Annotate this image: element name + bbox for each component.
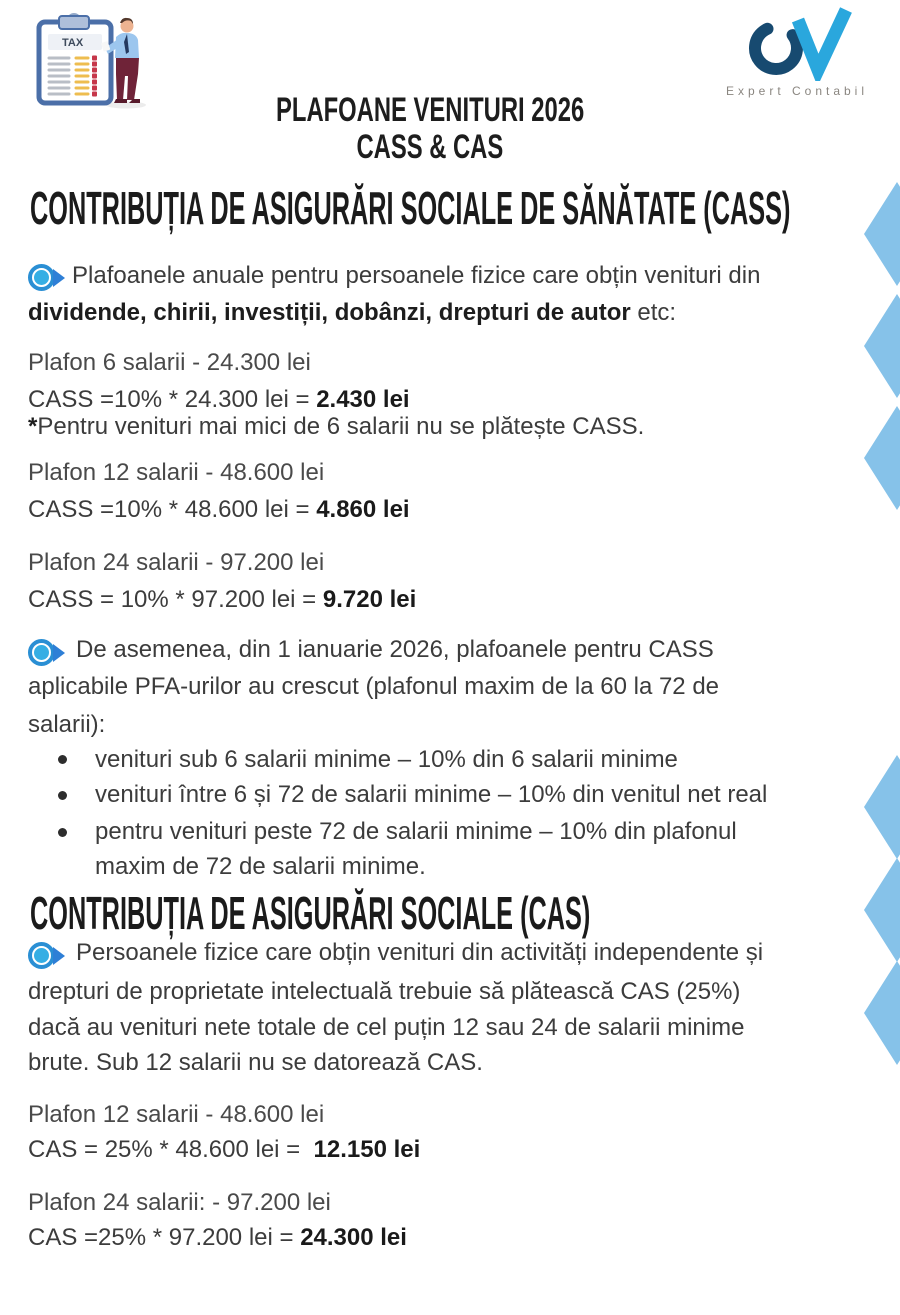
cass-result6: 2.430 lei bbox=[316, 386, 410, 413]
cass-calc6: CASS =10% * 24.300 lei = bbox=[28, 386, 317, 413]
marker-dot bbox=[34, 270, 49, 285]
page-title: PLAFOANE VENITURI 2026 CASS & CAS bbox=[0, 92, 860, 166]
cas-intro-line4: brute. Sub 12 salarii nu se datorează CA… bbox=[28, 1049, 483, 1076]
cass-pfa-line2: aplicabile PFA-urilor au crescut (plafon… bbox=[28, 673, 720, 700]
marker-arrow-icon bbox=[53, 947, 65, 965]
cas-calc12: CAS = 25% * 48.600 lei = bbox=[28, 1136, 314, 1163]
list-bullet-dot bbox=[58, 791, 67, 800]
cas-section-heading: CONTRIBUȚIA DE ASIGURĂRI SOCIALE (CAS) bbox=[30, 887, 591, 939]
diamond-accent-shape bbox=[864, 182, 900, 286]
cas-calc24: CAS =25% * 97.200 lei = bbox=[28, 1224, 301, 1251]
list-bullet-dot bbox=[58, 755, 67, 764]
expert-contabil-logo bbox=[749, 7, 852, 81]
bullet-marker-icon bbox=[28, 639, 66, 666]
diamond-accent-shape bbox=[864, 755, 900, 859]
diamond-accent-shape bbox=[864, 294, 900, 398]
cass-bullet-1: venituri sub 6 salarii minime – 10% din … bbox=[95, 746, 678, 773]
diamond-accent-shape bbox=[864, 961, 900, 1065]
cass-bullet-3-line1: pentru venituri peste 72 de salarii mini… bbox=[95, 818, 737, 845]
note-text: Pentru venituri mai mici de 6 salarii nu… bbox=[37, 413, 645, 440]
bullet-marker-icon bbox=[28, 942, 66, 969]
cas-result24: 24.300 lei bbox=[300, 1224, 407, 1251]
marker-arrow-icon bbox=[53, 644, 65, 662]
cass-result24: 9.720 lei bbox=[322, 586, 417, 613]
clipboard-tax-label: TAX bbox=[62, 37, 84, 49]
cas-plafon12-line: Plafon 12 salarii - 48.600 lei bbox=[28, 1101, 325, 1128]
cass-intro-line1: Plafoanele anuale pentru persoanele fizi… bbox=[72, 262, 761, 289]
cas-calc12-line: CAS = 25% * 48.600 lei = 12.150 lei bbox=[28, 1136, 420, 1164]
diamond-accent-shape bbox=[864, 406, 900, 510]
cass-pfa-line1: De asemenea, din 1 ianuarie 2026, plafoa… bbox=[76, 636, 714, 663]
cass-intro-line2: dividende, chirii, investiții, dobânzi, … bbox=[28, 299, 676, 327]
cass-plafon6-line: Plafon 6 salarii - 24.300 lei bbox=[28, 349, 311, 376]
cass-note-line: *Pentru venituri mai mici de 6 salarii n… bbox=[28, 413, 644, 441]
cas-calc24-line: CAS =25% * 97.200 lei = 24.300 lei bbox=[28, 1224, 407, 1252]
cass-plafon12-line: Plafon 12 salarii - 48.600 lei bbox=[28, 459, 325, 486]
cas-plafon24-line: Plafon 24 salarii: - 97.200 lei bbox=[28, 1189, 331, 1216]
cass-intro-bold: dividende, chirii, investiții, dobânzi, … bbox=[28, 299, 631, 326]
cass-calc24-line: CASS = 10% * 97.200 lei = 9.720 lei bbox=[28, 586, 416, 614]
cass-calc6-line: CASS =10% * 24.300 lei = 2.430 lei bbox=[28, 386, 410, 414]
cass-section-heading: CONTRIBUȚIA DE ASIGURĂRI SOCIALE DE SĂNĂ… bbox=[30, 182, 791, 234]
cass-pfa-line3: salarii): bbox=[28, 711, 106, 738]
note-asterisk: * bbox=[28, 413, 38, 440]
cass-intro-suffix: etc: bbox=[630, 299, 677, 326]
cas-result12: 12.150 lei bbox=[313, 1136, 421, 1163]
marker-dot bbox=[34, 948, 49, 963]
cass-result12: 4.860 lei bbox=[316, 496, 410, 523]
logo-c-glyph bbox=[749, 20, 803, 75]
bullet-marker-icon bbox=[28, 264, 66, 291]
page-title-line2: CASS & CAS bbox=[356, 128, 504, 166]
logo-v-glyph bbox=[791, 7, 852, 81]
cass-calc12: CASS =10% * 48.600 lei = bbox=[28, 496, 317, 523]
marker-dot bbox=[34, 645, 49, 660]
tax-clipboard-illustration: TAX bbox=[36, 13, 146, 109]
list-bullet-dot bbox=[58, 828, 67, 837]
page-title-line1: PLAFOANE VENITURI 2026 bbox=[275, 91, 585, 129]
logo-subtitle: Expert Contabil bbox=[725, 84, 869, 98]
cass-bullet-3-line2: maxim de 72 de salarii minime. bbox=[95, 853, 426, 880]
cass-calc24: CASS = 10% * 97.200 lei = bbox=[28, 586, 323, 613]
cas-intro-line2: drepturi de proprietate intelectuală tre… bbox=[28, 978, 741, 1005]
cas-intro-line1: Persoanele fizice care obțin venituri di… bbox=[76, 939, 764, 966]
cas-intro-line3: dacă au venituri nete totale de cel puți… bbox=[28, 1014, 745, 1041]
cass-plafon24-line: Plafon 24 salarii - 97.200 lei bbox=[28, 549, 325, 576]
diamond-accent-shape bbox=[864, 858, 900, 962]
marker-arrow-icon bbox=[53, 269, 65, 287]
cass-calc12-line: CASS =10% * 48.600 lei = 4.860 lei bbox=[28, 496, 410, 524]
cass-bullet-2: venituri între 6 și 72 de salarii minime… bbox=[95, 781, 768, 808]
